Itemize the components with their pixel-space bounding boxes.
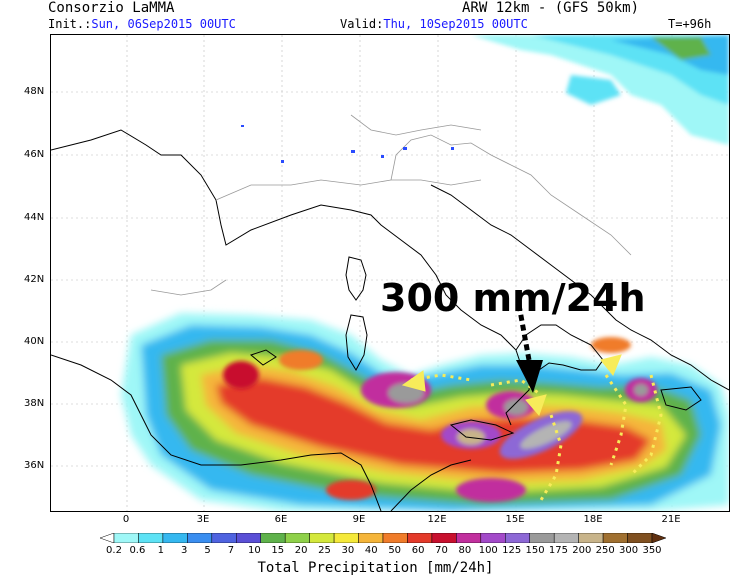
precip-cores bbox=[223, 337, 657, 502]
lat-label-44n: 44N bbox=[24, 212, 45, 223]
colorbar-segment bbox=[236, 533, 261, 543]
valid-value: Thu, 10Sep2015 00UTC bbox=[383, 17, 528, 31]
colorbar-segment bbox=[578, 533, 604, 543]
colorbar-segment bbox=[138, 533, 164, 543]
colorbar-level-label: 50 bbox=[388, 545, 402, 556]
colorbar-level-label: 80 bbox=[458, 545, 472, 556]
colorbar-title: Total Precipitation [mm/24h] bbox=[257, 560, 494, 576]
init-label: Init.: bbox=[48, 17, 92, 31]
lead-time: T=+96h bbox=[668, 17, 712, 31]
colorbar-segment bbox=[358, 533, 384, 543]
colorbar-level-label: 100 bbox=[478, 545, 498, 556]
colorbar-level-label: 10 bbox=[247, 545, 261, 556]
colorbar-segment bbox=[100, 533, 115, 543]
rainfall-annotation: 300 mm/24h bbox=[380, 276, 646, 320]
colorbar-level-label: 350 bbox=[642, 545, 662, 556]
colorbar-segment bbox=[260, 533, 286, 543]
lon-label-0: 0 bbox=[122, 514, 130, 525]
colorbar-level-label: 125 bbox=[502, 545, 522, 556]
colorbar-level-label: 3 bbox=[180, 545, 188, 556]
colorbar-segment bbox=[211, 533, 237, 543]
lon-label-3e: 3E bbox=[196, 514, 210, 525]
colorbar-level-label: 5 bbox=[204, 545, 211, 556]
precip-west bbox=[121, 313, 729, 511]
colorbar-segment bbox=[113, 533, 139, 543]
colorbar-level-label: 0.2 bbox=[106, 545, 122, 556]
colorbar-segment bbox=[407, 533, 433, 543]
lat-label-48n: 48N bbox=[24, 86, 45, 97]
lon-label-15e: 15E bbox=[505, 514, 525, 525]
colorbar-segment bbox=[480, 533, 506, 543]
lon-label-21e: 21E bbox=[661, 514, 681, 525]
colorbar-segment bbox=[333, 533, 359, 543]
colorbar-segment bbox=[553, 533, 579, 543]
colorbar-level-label: 15 bbox=[271, 545, 285, 556]
colorbar-level-label: 60 bbox=[411, 545, 425, 556]
map-canvas bbox=[51, 35, 729, 511]
lon-label-6e: 6E bbox=[274, 514, 288, 525]
colorbar-level-label: 70 bbox=[435, 545, 448, 556]
colorbar-level-label: 7 bbox=[227, 545, 235, 556]
valid-line: Valid:Thu, 10Sep2015 00UTC bbox=[340, 17, 528, 31]
lon-label-9e: 9E bbox=[352, 514, 366, 525]
annotation-arrow bbox=[516, 304, 543, 393]
valid-label: Valid: bbox=[340, 17, 384, 31]
marker-triangles bbox=[401, 354, 622, 416]
colorbar-segment bbox=[529, 533, 555, 543]
colorbar-segment bbox=[651, 533, 666, 543]
colorbar-level-label: 20 bbox=[294, 545, 308, 556]
init-line: Init.:Sun, 06Sep2015 00UTC bbox=[48, 17, 236, 31]
colorbar-level-label: 25 bbox=[318, 545, 331, 556]
lat-label-46n: 46N bbox=[24, 149, 45, 160]
country-borders bbox=[150, 114, 632, 296]
colorbar-level-label: 30 bbox=[341, 545, 355, 556]
lon-label-12e: 12E bbox=[427, 514, 447, 525]
model-title: ARW 12km - (GFS 50km) bbox=[462, 0, 640, 16]
colorbar-segment bbox=[456, 533, 482, 543]
colorbar-level-label: 250 bbox=[595, 545, 615, 556]
colorbar-level-label: 0.6 bbox=[129, 545, 146, 556]
colorbar-level-label: 150 bbox=[525, 545, 545, 556]
colorbar bbox=[100, 533, 666, 543]
colorbar-segment bbox=[431, 533, 457, 543]
colorbar-segment bbox=[627, 533, 653, 543]
colorbar-segment bbox=[162, 533, 188, 543]
init-value: Sun, 06Sep2015 00UTC bbox=[91, 17, 236, 31]
colorbar-segment bbox=[309, 533, 335, 543]
lat-label-42n: 42N bbox=[24, 274, 45, 285]
colorbar-segment bbox=[602, 533, 628, 543]
colorbar-segment bbox=[284, 533, 310, 543]
colorbar-level-label: 200 bbox=[572, 545, 592, 556]
lat-label-38n: 38N bbox=[24, 398, 45, 409]
colorbar-segment bbox=[187, 533, 213, 543]
precipitation-map bbox=[50, 34, 730, 512]
lat-label-36n: 36N bbox=[24, 460, 45, 471]
lat-label-40n: 40N bbox=[24, 336, 45, 347]
precip-northeast bbox=[471, 35, 729, 145]
lakes bbox=[241, 125, 454, 163]
org-title: Consorzio LaMMA bbox=[48, 0, 175, 16]
colorbar-level-label: 175 bbox=[548, 545, 568, 556]
colorbar-segment bbox=[505, 533, 530, 543]
colorbar-level-label: 300 bbox=[619, 545, 639, 556]
colorbar-level-label: 1 bbox=[157, 545, 164, 556]
colorbar-segment bbox=[382, 533, 408, 543]
lon-label-18e: 18E bbox=[583, 514, 603, 525]
colorbar-level-label: 40 bbox=[364, 545, 378, 556]
